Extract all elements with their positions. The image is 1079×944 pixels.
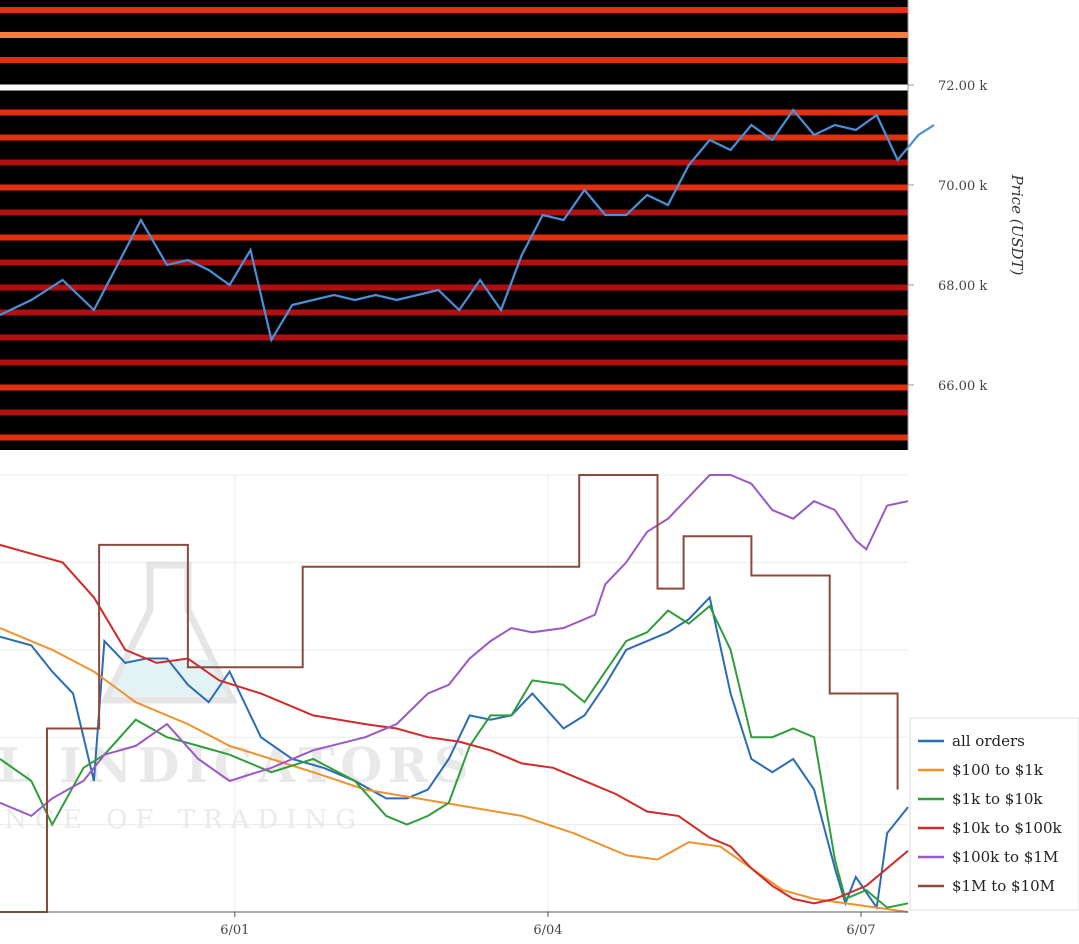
price-line bbox=[0, 108, 935, 343]
price-tick-label: 68.00 k bbox=[938, 279, 987, 294]
heat-band bbox=[0, 7, 908, 13]
heat-band bbox=[0, 384, 908, 391]
heatmap-panel: 66.00 k 68.00 k 70.00 k 72.00 k Price (USDT… bbox=[0, 0, 1026, 450]
legend-label: all orders bbox=[952, 732, 1025, 750]
legend: all orders $100 to $1k $1k to $10k $10k to … bbox=[909, 717, 1079, 911]
heat-band bbox=[0, 434, 908, 441]
series-line bbox=[0, 474, 909, 818]
heat-band bbox=[0, 32, 908, 38]
x-tick-label: 6/04 bbox=[533, 923, 562, 938]
legend-label: $100k to $1M bbox=[952, 848, 1058, 866]
price-tick-label: 70.00 k bbox=[938, 179, 987, 194]
x-tick-label: 6/07 bbox=[846, 923, 875, 938]
series-line bbox=[0, 474, 899, 913]
legend-label: $1M to $10M bbox=[952, 877, 1055, 895]
legend-box bbox=[909, 717, 1079, 911]
watermark-line1: MATERIAL INDICATORS bbox=[0, 738, 475, 794]
heatmap-background bbox=[0, 0, 908, 450]
series-line bbox=[0, 543, 909, 905]
price-tick-label: 66.00 k bbox=[938, 379, 987, 394]
price-axis-label: Price (USDT) bbox=[1008, 174, 1026, 276]
heat-band bbox=[0, 184, 908, 191]
heat-band bbox=[0, 84, 908, 91]
price-axis: 66.00 k 68.00 k 70.00 k 72.00 k bbox=[907, 0, 987, 450]
x-axis-ticks: 6/01 6/04 6/07 bbox=[220, 912, 876, 938]
watermark: MATERIAL INDICATORS THE SCIENCE OF TRADI… bbox=[0, 561, 475, 835]
heat-band bbox=[0, 134, 908, 141]
heat-band bbox=[0, 334, 908, 341]
x-tick-label: 6/01 bbox=[220, 923, 249, 938]
heat-band bbox=[0, 57, 908, 63]
heat-band bbox=[0, 409, 908, 416]
flask-liquid-icon bbox=[110, 660, 228, 696]
heat-band bbox=[0, 234, 908, 241]
heat-band bbox=[0, 209, 908, 216]
legend-label: $1k to $10k bbox=[952, 790, 1043, 808]
price-tick-label: 72.00 k bbox=[938, 79, 987, 94]
legend-label: $100 to $1k bbox=[952, 761, 1044, 779]
heat-band bbox=[0, 284, 908, 291]
heat-band bbox=[0, 309, 908, 316]
heat-band bbox=[0, 359, 908, 366]
heat-band bbox=[0, 109, 908, 116]
series-lines bbox=[0, 474, 909, 913]
heatmap-bands bbox=[0, 7, 908, 441]
heat-band bbox=[0, 259, 908, 266]
series-line bbox=[0, 627, 909, 913]
series-line bbox=[0, 604, 909, 909]
legend-label: $10k to $100k bbox=[952, 819, 1062, 837]
heat-band bbox=[0, 159, 908, 166]
line-panel: MATERIAL INDICATORS THE SCIENCE OF TRADI… bbox=[0, 474, 1079, 938]
